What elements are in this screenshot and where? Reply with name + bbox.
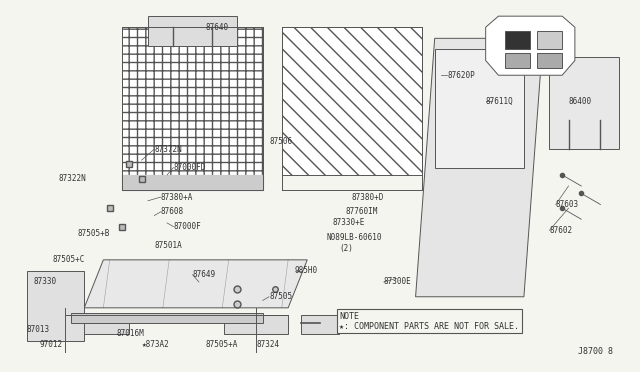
Text: 87501A: 87501A: [154, 241, 182, 250]
Text: 87602: 87602: [549, 226, 573, 235]
Text: NOTE
★: COMPONENT PARTS ARE NOT FOR SALE.: NOTE ★: COMPONENT PARTS ARE NOT FOR SALE…: [339, 311, 519, 331]
Text: 87322N: 87322N: [59, 174, 86, 183]
Polygon shape: [84, 260, 307, 308]
Polygon shape: [415, 38, 543, 297]
Polygon shape: [27, 271, 84, 341]
Bar: [537, 31, 562, 49]
Text: 97012: 97012: [40, 340, 63, 349]
Text: 87611Q: 87611Q: [486, 97, 513, 106]
Text: 87620P: 87620P: [447, 71, 475, 80]
Text: 87380+A: 87380+A: [161, 193, 193, 202]
Polygon shape: [486, 16, 575, 75]
Text: N089LB-60610: N089LB-60610: [326, 233, 382, 242]
Text: 87380+D: 87380+D: [352, 193, 384, 202]
Text: 87324: 87324: [256, 340, 280, 349]
Bar: [435, 49, 524, 167]
Text: J8700 8: J8700 8: [578, 347, 613, 356]
Text: 87649: 87649: [193, 270, 216, 279]
Text: (2): (2): [339, 244, 353, 253]
Bar: [72, 313, 262, 323]
Text: 87000FD: 87000FD: [173, 163, 206, 172]
Text: 87000F: 87000F: [173, 222, 201, 231]
Bar: [505, 53, 531, 68]
Polygon shape: [122, 175, 262, 190]
Bar: [301, 315, 339, 334]
Polygon shape: [549, 57, 620, 149]
Text: 86400: 86400: [568, 97, 591, 106]
Text: 87603: 87603: [556, 200, 579, 209]
Bar: [537, 53, 562, 68]
Text: 87506: 87506: [269, 137, 292, 146]
Text: 87505: 87505: [269, 292, 292, 301]
Bar: [282, 27, 422, 175]
Text: 87505+A: 87505+A: [205, 340, 237, 349]
Text: ★873A2: ★873A2: [141, 340, 170, 349]
Text: 87505+C: 87505+C: [52, 255, 84, 264]
Bar: [122, 27, 262, 175]
Text: 87372N: 87372N: [154, 145, 182, 154]
Text: 87330+E: 87330+E: [333, 218, 365, 227]
Bar: [505, 31, 531, 49]
Bar: [148, 16, 237, 46]
Bar: [65, 315, 129, 334]
Text: 87016M: 87016M: [116, 329, 144, 338]
Text: 87013: 87013: [27, 326, 50, 334]
Text: 985H0: 985H0: [294, 266, 317, 275]
Text: 87608: 87608: [161, 207, 184, 217]
Bar: [225, 315, 288, 334]
Text: 87300E: 87300E: [384, 278, 412, 286]
Text: 87640: 87640: [205, 23, 228, 32]
Text: 87330: 87330: [33, 278, 56, 286]
Text: 87760IM: 87760IM: [346, 207, 378, 217]
Text: 87505+B: 87505+B: [78, 230, 110, 238]
